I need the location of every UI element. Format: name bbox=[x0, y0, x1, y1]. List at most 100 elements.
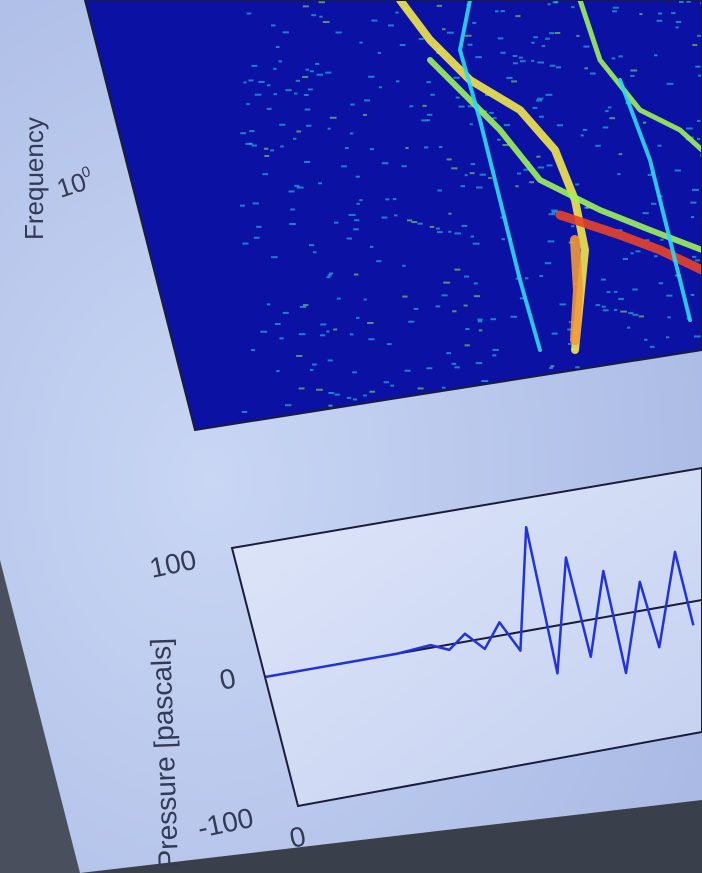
spectrogram-speckle bbox=[359, 41, 363, 44]
spectrogram-speckle bbox=[242, 242, 249, 245]
spectrogram-speckle bbox=[692, 44, 698, 47]
spectrogram-speckle bbox=[385, 198, 390, 201]
spectrogram-speckle bbox=[290, 208, 296, 211]
spectrogram-speckle bbox=[635, 250, 641, 253]
spectrogram-speckle bbox=[647, 173, 653, 176]
pressure-plot-area bbox=[232, 468, 702, 806]
spectrogram-y-axis-label: Frequency bbox=[19, 117, 49, 240]
spectrogram-speckle bbox=[580, 134, 584, 137]
spectrogram-speckle bbox=[294, 92, 298, 95]
spectrogram-speckle bbox=[567, 328, 574, 331]
spectrogram-speckle bbox=[470, 235, 474, 238]
spectrogram-speckle bbox=[275, 46, 280, 49]
spectrogram-speckle bbox=[650, 345, 655, 348]
spectrogram-speckle bbox=[302, 75, 309, 78]
spectrogram-speckle bbox=[551, 211, 558, 214]
spectrogram-speckle bbox=[691, 255, 697, 258]
spectrogram-speckle bbox=[260, 330, 268, 333]
spectrogram-speckle bbox=[369, 390, 376, 393]
spectrogram-speckle bbox=[322, 21, 330, 24]
spectrogram-speckle bbox=[595, 144, 601, 147]
spectrogram-speckle bbox=[448, 212, 452, 215]
spectrogram-speckle bbox=[296, 354, 303, 357]
spectrogram-speckle bbox=[478, 329, 483, 332]
spectrogram-intensity bbox=[240, 0, 702, 422]
y-tick-0: 0 bbox=[217, 662, 239, 696]
spectrogram-speckle bbox=[350, 103, 355, 106]
spectrogram-speckle bbox=[346, 396, 352, 399]
spectrogram-speckle bbox=[476, 186, 483, 189]
spectrogram-speckle bbox=[658, 12, 663, 15]
spectrogram-speckle bbox=[475, 56, 482, 59]
spectrogram-speckle bbox=[353, 398, 357, 401]
spectrogram-frame bbox=[83, 0, 702, 432]
spectrogram-speckle bbox=[294, 184, 300, 187]
spectrogram-speckle bbox=[311, 14, 317, 17]
spectrogram-speckle bbox=[271, 256, 278, 259]
spectrogram-speckle bbox=[492, 348, 499, 351]
spectrogram-speckle bbox=[488, 111, 494, 114]
spectrogram-speckle bbox=[490, 318, 497, 321]
spectrogram-speckle bbox=[595, 304, 601, 307]
spectrogram-speckle bbox=[472, 21, 477, 24]
spectrogram-speckle bbox=[325, 71, 332, 74]
spectrogram-speckle bbox=[531, 59, 535, 62]
spectrogram-speckle bbox=[614, 308, 618, 311]
spectrogram-speckle bbox=[512, 55, 518, 58]
spectrogram-speckle bbox=[510, 315, 518, 318]
spectrogram-speckle bbox=[545, 93, 553, 96]
spectrogram-speckle bbox=[305, 68, 309, 71]
spectrogram-speckle bbox=[575, 366, 580, 369]
spectrogram-speckle bbox=[327, 274, 332, 277]
spectrogram-speckle bbox=[660, 238, 664, 241]
spectrogram-speckle bbox=[271, 24, 276, 27]
spectrogram-speckle bbox=[280, 145, 284, 148]
spectrogram-speckle bbox=[249, 130, 255, 133]
spectrogram-speckle bbox=[463, 304, 468, 307]
spectrogram-speckle bbox=[426, 81, 432, 84]
spectrogram-speckle bbox=[264, 154, 270, 157]
spectrogram-speckle bbox=[333, 328, 338, 331]
spectrogram-speckle bbox=[362, 113, 367, 116]
spectrogram-speckle bbox=[311, 363, 317, 366]
spectrogram-speckle bbox=[334, 221, 339, 224]
spectrogram-speckle bbox=[524, 277, 529, 280]
spectrogram-speckle bbox=[571, 225, 575, 228]
spectrogram-speckle bbox=[690, 216, 695, 219]
spectrogram-speckle bbox=[308, 244, 315, 247]
spectrogram-speckle bbox=[381, 216, 388, 219]
spectrogram-speckle bbox=[691, 188, 699, 191]
spectrogram-speckle bbox=[694, 259, 700, 262]
spectrogram-speckle bbox=[348, 213, 356, 216]
spectrogram-speckle bbox=[411, 221, 418, 224]
spectrogram-speckle bbox=[377, 51, 382, 54]
spectrogram-speckle bbox=[698, 74, 702, 77]
spectrogram-speckle bbox=[582, 128, 588, 131]
spectrogram-speckle bbox=[430, 93, 435, 96]
spectrogram-speckle bbox=[307, 88, 313, 91]
spectrogram-speckle bbox=[451, 362, 457, 365]
spectrogram-speckle bbox=[250, 349, 256, 352]
spectrogram-speckle bbox=[243, 81, 247, 84]
spectrogram-speckle bbox=[364, 99, 371, 102]
spectrogram-speckle bbox=[335, 31, 342, 34]
spectrogram-speckle bbox=[328, 404, 333, 407]
spectrogram-speckle bbox=[254, 93, 262, 96]
spectrogram-speckle bbox=[589, 72, 596, 75]
spectrogram-speckle bbox=[559, 303, 567, 306]
spectrogram-speckle bbox=[642, 121, 647, 124]
spectrogram-speckle bbox=[674, 169, 681, 172]
spectrogram-speckle bbox=[697, 119, 701, 122]
spectrogram-speckle bbox=[658, 282, 664, 285]
spectrogram-speckle bbox=[282, 311, 289, 314]
spectrogram-speckle bbox=[622, 257, 628, 260]
spectrogram-panel: 10 0 Frequency bbox=[19, 0, 702, 432]
spectrogram-speckle bbox=[327, 127, 331, 130]
spectrogram-speckle bbox=[618, 297, 624, 300]
spectrogram-speckle bbox=[485, 93, 489, 96]
spectrogram-speckle bbox=[390, 384, 395, 387]
spectrogram-speckle bbox=[583, 45, 590, 48]
spectrogram-speckle bbox=[461, 224, 468, 227]
spectrogram-speckle bbox=[369, 148, 375, 151]
spectrogram-speckle bbox=[473, 295, 481, 298]
